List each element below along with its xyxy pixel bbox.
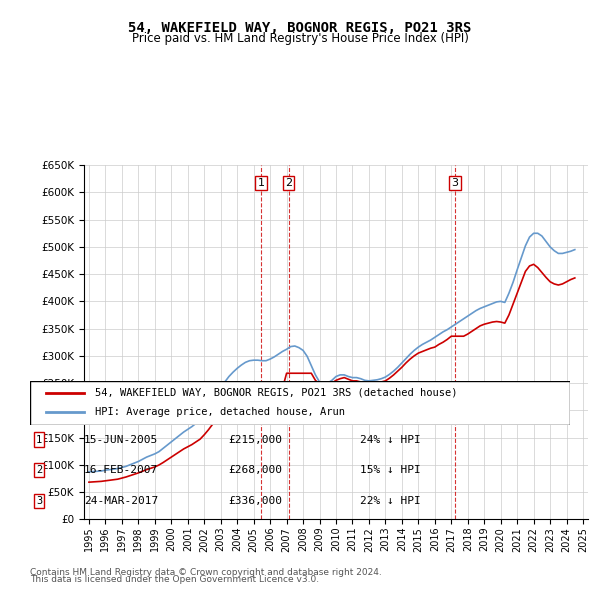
FancyBboxPatch shape [30,381,570,425]
Text: 3: 3 [452,178,458,188]
Text: Price paid vs. HM Land Registry's House Price Index (HPI): Price paid vs. HM Land Registry's House … [131,32,469,45]
Text: £215,000: £215,000 [228,435,282,444]
Text: 15% ↓ HPI: 15% ↓ HPI [360,466,421,475]
Text: 2: 2 [285,178,292,188]
Text: This data is licensed under the Open Government Licence v3.0.: This data is licensed under the Open Gov… [30,575,319,584]
Text: 24% ↓ HPI: 24% ↓ HPI [360,435,421,444]
Text: HPI: Average price, detached house, Arun: HPI: Average price, detached house, Arun [95,407,345,417]
Text: Contains HM Land Registry data © Crown copyright and database right 2024.: Contains HM Land Registry data © Crown c… [30,568,382,577]
Text: £268,000: £268,000 [228,466,282,475]
Text: 1: 1 [257,178,265,188]
Text: 2: 2 [36,466,42,475]
Text: 16-FEB-2007: 16-FEB-2007 [84,466,158,475]
Text: 1: 1 [36,435,42,444]
Text: 15-JUN-2005: 15-JUN-2005 [84,435,158,444]
Text: 54, WAKEFIELD WAY, BOGNOR REGIS, PO21 3RS: 54, WAKEFIELD WAY, BOGNOR REGIS, PO21 3R… [128,21,472,35]
Text: 54, WAKEFIELD WAY, BOGNOR REGIS, PO21 3RS (detached house): 54, WAKEFIELD WAY, BOGNOR REGIS, PO21 3R… [95,388,457,398]
Text: £336,000: £336,000 [228,496,282,506]
Text: 24-MAR-2017: 24-MAR-2017 [84,496,158,506]
Text: 3: 3 [36,496,42,506]
Text: 22% ↓ HPI: 22% ↓ HPI [360,496,421,506]
